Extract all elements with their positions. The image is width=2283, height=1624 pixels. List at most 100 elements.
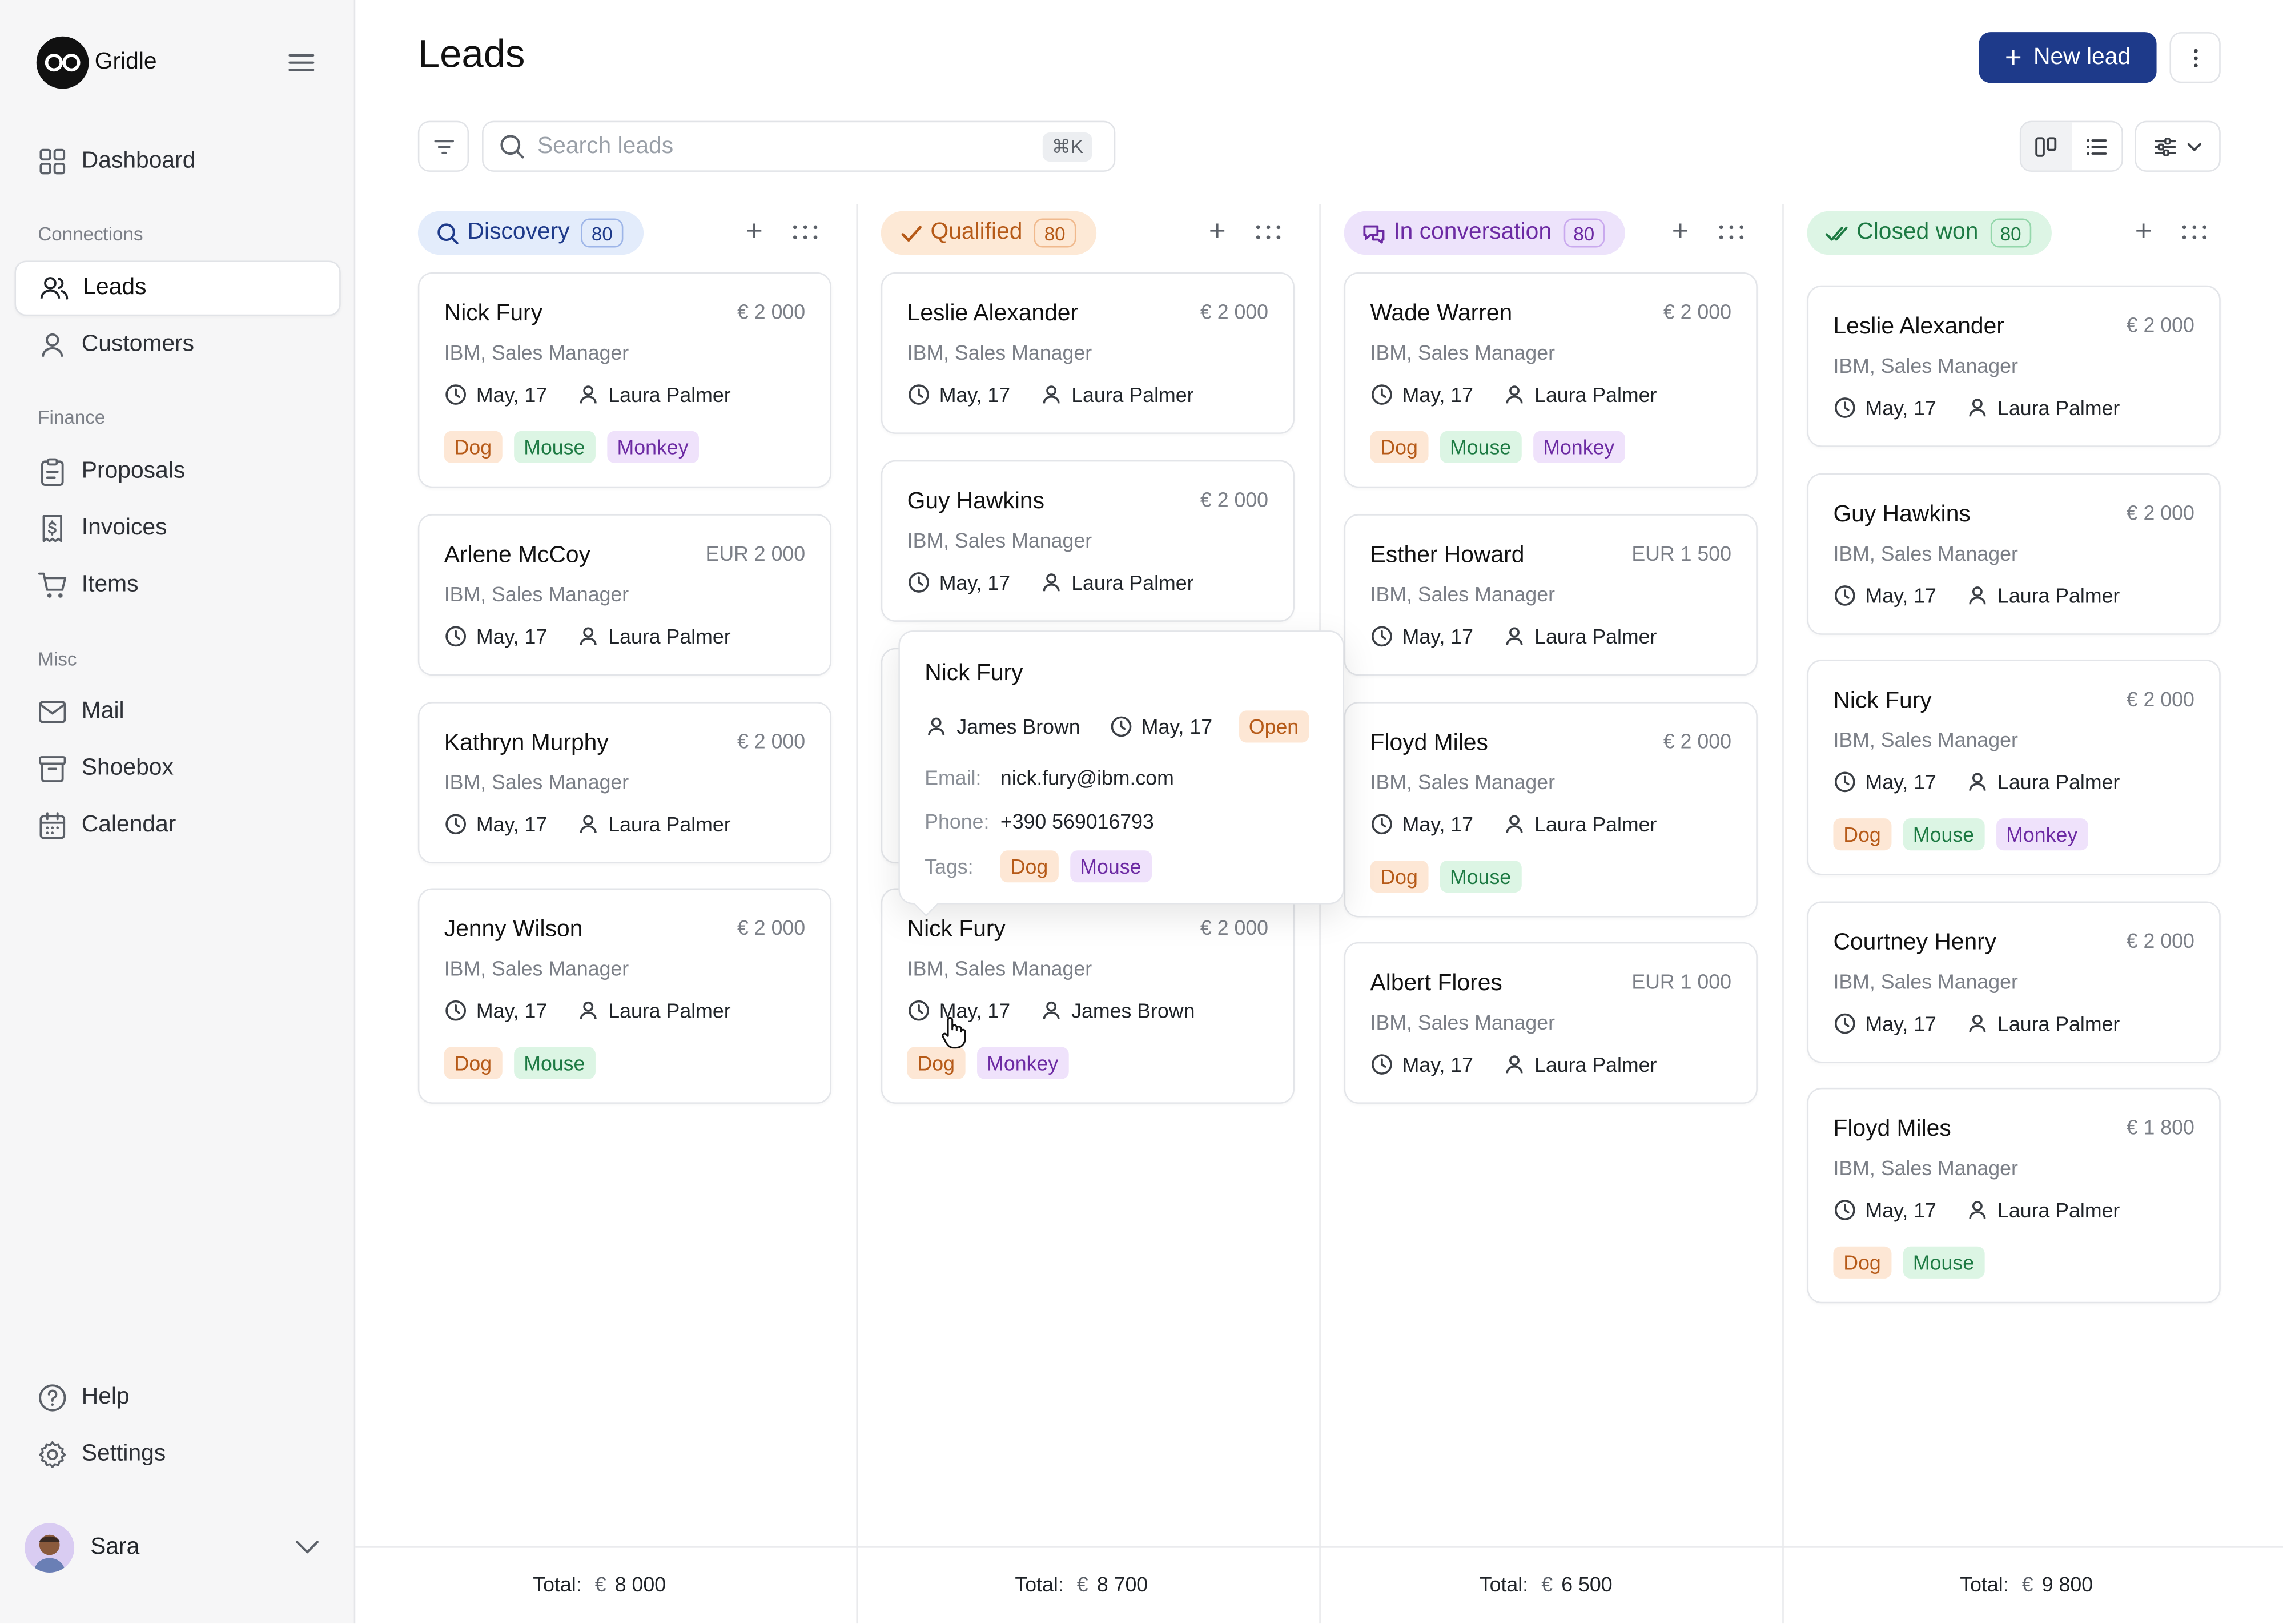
chevron-down-icon[interactable]: [293, 1532, 322, 1561]
lead-card[interactable]: Nick Fury € 2 000 IBM, Sales Manager May…: [881, 888, 1295, 1104]
lead-amount: € 2 000: [1200, 300, 1269, 324]
tag-list: Dog Mouse Monkey: [444, 431, 710, 463]
lead-preview-popover: Nick Fury James Brown May, 17 Open Email…: [898, 630, 1344, 917]
phone-value[interactable]: +390 569016793: [1000, 809, 1154, 833]
column-header[interactable]: Qualified 80: [881, 211, 1096, 255]
sidebar-item-customers[interactable]: Customers: [15, 317, 341, 373]
popover-owner: James Brown: [956, 715, 1080, 738]
lead-card[interactable]: Wade Warren € 2 000 IBM, Sales Manager M…: [1344, 272, 1758, 488]
tag-list: Dog Monkey: [907, 1047, 1080, 1079]
user-menu[interactable]: Sara: [25, 1520, 331, 1575]
sidebar-item-settings[interactable]: Settings: [15, 1427, 341, 1482]
clock-icon: [445, 814, 466, 835]
tag-dog: Dog: [444, 1047, 502, 1079]
drag-handle-icon[interactable]: [791, 222, 820, 245]
add-card-button[interactable]: +: [1208, 215, 1226, 248]
lead-amount: € 2 000: [2126, 313, 2194, 337]
sidebar-item-dashboard[interactable]: Dashboard: [15, 134, 341, 190]
lead-card[interactable]: Arlene McCoy EUR 2 000 IBM, Sales Manage…: [417, 514, 832, 676]
sidebar-item-label: Invoices: [81, 515, 167, 541]
brand[interactable]: Gridle: [36, 36, 157, 89]
column-header[interactable]: In conversation 80: [1344, 211, 1625, 255]
lead-amount: € 2 000: [2126, 928, 2194, 952]
lead-card[interactable]: Kathryn Murphy € 2 000 IBM, Sales Manage…: [417, 702, 832, 864]
sidebar-item-items[interactable]: Items: [15, 558, 341, 613]
sidebar-item-shoebox[interactable]: Shoebox: [15, 741, 341, 797]
list-icon: [2086, 138, 2107, 155]
lead-amount: € 2 000: [737, 300, 806, 324]
sidebar-item-leads[interactable]: Leads: [14, 260, 341, 316]
lead-owner: Laura Palmer: [1534, 812, 1657, 836]
lead-date: May, 17: [1865, 584, 1936, 608]
lead-name: Jenny Wilson: [444, 917, 583, 942]
drag-handle-icon[interactable]: [1717, 222, 1746, 245]
menu-toggle-icon[interactable]: [286, 50, 317, 76]
sidebar-item-proposals[interactable]: Proposals: [15, 444, 341, 500]
lead-card[interactable]: Jenny Wilson € 2 000 IBM, Sales Manager …: [417, 888, 832, 1104]
sidebar-item-calendar[interactable]: Calendar: [15, 798, 341, 853]
column-total: Total: € 9 800: [1960, 1573, 2093, 1596]
popover-date: May, 17: [1141, 715, 1213, 738]
sidebar-item-mail[interactable]: Mail: [15, 685, 341, 740]
sidebar-item-help[interactable]: Help: [15, 1370, 341, 1426]
column-header[interactable]: Discovery 80: [417, 211, 644, 255]
drag-handle-icon[interactable]: [2180, 222, 2209, 245]
sidebar-item-invoices[interactable]: Invoices: [15, 501, 341, 556]
lead-amount: € 2 000: [1200, 488, 1269, 512]
lead-date: May, 17: [1865, 770, 1936, 794]
lead-owner: Laura Palmer: [1071, 383, 1194, 407]
column-header[interactable]: Closed won 80: [1807, 211, 2052, 255]
total-label: Total:: [1960, 1573, 2009, 1596]
add-card-button[interactable]: +: [1671, 215, 1689, 248]
user-icon: [1042, 385, 1060, 404]
view-settings-button[interactable]: [2135, 120, 2221, 172]
user-name: Sara: [90, 1534, 140, 1560]
lead-card[interactable]: Nick Fury € 2 000 IBM, Sales Manager May…: [1807, 660, 2221, 875]
lead-date: May, 17: [939, 383, 1011, 407]
lead-card[interactable]: Albert Flores EUR 1 000 IBM, Sales Manag…: [1344, 942, 1758, 1104]
email-value[interactable]: nick.fury@ibm.com: [1000, 766, 1174, 790]
lead-amount: € 2 000: [737, 915, 806, 939]
lead-role: IBM, Sales Manager: [444, 582, 629, 606]
lead-card[interactable]: Floyd Miles € 2 000 IBM, Sales Manager M…: [1344, 702, 1758, 918]
column-in-conversation: In conversation 80 + Wade Warren € 2 000…: [1344, 204, 1807, 1623]
lead-name: Guy Hawkins: [1833, 502, 1971, 528]
add-card-button[interactable]: +: [745, 215, 763, 248]
lead-card[interactable]: Leslie Alexander € 2 000 IBM, Sales Mana…: [1807, 285, 2221, 447]
tag-mouse: Mouse: [1903, 818, 1984, 851]
lead-card[interactable]: Courtney Henry € 2 000 IBM, Sales Manage…: [1807, 901, 2221, 1063]
lead-owner: James Brown: [1071, 999, 1195, 1023]
lead-card[interactable]: Guy Hawkins € 2 000 IBM, Sales Manager M…: [1807, 473, 2221, 635]
total-label: Total:: [1479, 1573, 1529, 1596]
lead-card[interactable]: Esther Howard EUR 1 500 IBM, Sales Manag…: [1344, 514, 1758, 676]
lead-card[interactable]: Floyd Miles € 1 800 IBM, Sales Manager M…: [1807, 1087, 2221, 1304]
lead-date: May, 17: [1865, 1198, 1936, 1222]
tag-mouse: Mouse: [1440, 431, 1522, 463]
totals-divider: [355, 1546, 2283, 1548]
lead-card[interactable]: Nick Fury € 2 000 IBM, Sales Manager May…: [417, 272, 832, 488]
lead-name: Courtney Henry: [1833, 930, 1997, 955]
more-options-button[interactable]: [2169, 32, 2221, 83]
clock-icon: [1372, 626, 1392, 647]
filter-button[interactable]: [417, 120, 469, 172]
users-icon: [40, 277, 69, 300]
lead-card[interactable]: Leslie Alexander € 2 000 IBM, Sales Mana…: [881, 272, 1295, 434]
add-card-button[interactable]: +: [2135, 215, 2152, 248]
new-lead-button[interactable]: + New lead: [1979, 32, 2157, 83]
tag-monkey: Monkey: [976, 1047, 1068, 1079]
list-view-button[interactable]: [2071, 122, 2121, 170]
lead-role: IBM, Sales Manager: [1370, 1010, 1556, 1034]
column-count: 80: [1989, 218, 2032, 248]
lead-name: Nick Fury: [444, 301, 543, 327]
tag-list: Dog Mouse: [1370, 861, 1533, 893]
lead-card[interactable]: Guy Hawkins € 2 000 IBM, Sales Manager M…: [881, 460, 1295, 622]
search-box[interactable]: ⌘K: [482, 120, 1116, 172]
lead-amount: € 2 000: [1663, 300, 1731, 324]
search-input[interactable]: [537, 133, 1018, 160]
lead-name: Leslie Alexander: [907, 301, 1079, 327]
board-view-button[interactable]: [2021, 122, 2072, 171]
tag-dog: Dog: [1833, 1246, 1891, 1279]
drag-handle-icon[interactable]: [1254, 222, 1283, 245]
lead-name: Nick Fury: [907, 917, 1006, 942]
